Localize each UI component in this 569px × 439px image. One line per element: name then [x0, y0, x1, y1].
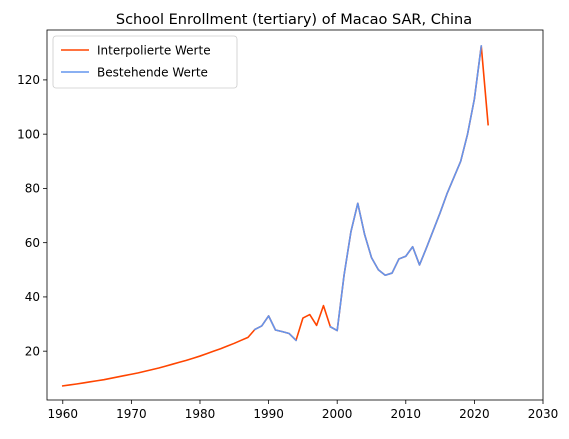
x-tick-label: 2000 — [322, 407, 353, 421]
x-tick-label: 2010 — [391, 407, 422, 421]
x-tick-label: 1990 — [253, 407, 284, 421]
y-tick-label: 100 — [17, 127, 40, 141]
x-axis-ticks: 1960 1970 1980 1990 2000 2010 2020 2030 — [48, 400, 559, 421]
legend-box — [52, 35, 238, 89]
legend: Interpolierte Werte Bestehende Werte — [52, 35, 238, 89]
x-tick-label: 1980 — [185, 407, 216, 421]
y-tick-label: 120 — [17, 73, 40, 87]
chart-title: School Enrollment (tertiary) of Macao SA… — [116, 12, 472, 28]
y-axis-ticks: 20 40 60 80 100 120 — [17, 73, 47, 358]
legend-label: Bestehende Werte — [97, 65, 208, 79]
y-tick-label: 60 — [25, 236, 40, 250]
axes-frame — [46, 29, 544, 401]
y-tick-label: 80 — [25, 182, 40, 196]
series-line-2 — [253, 45, 483, 342]
series-layer — [61, 45, 489, 387]
y-tick-label: 20 — [25, 344, 40, 358]
y-tick-label: 40 — [25, 290, 40, 304]
x-tick-label: 1970 — [116, 407, 147, 421]
x-tick-label: 2030 — [528, 407, 559, 421]
x-tick-label: 2020 — [459, 407, 490, 421]
axes-layer — [46, 29, 544, 401]
legend-label: Interpolierte Werte — [97, 43, 211, 57]
x-tick-label: 1960 — [48, 407, 79, 421]
